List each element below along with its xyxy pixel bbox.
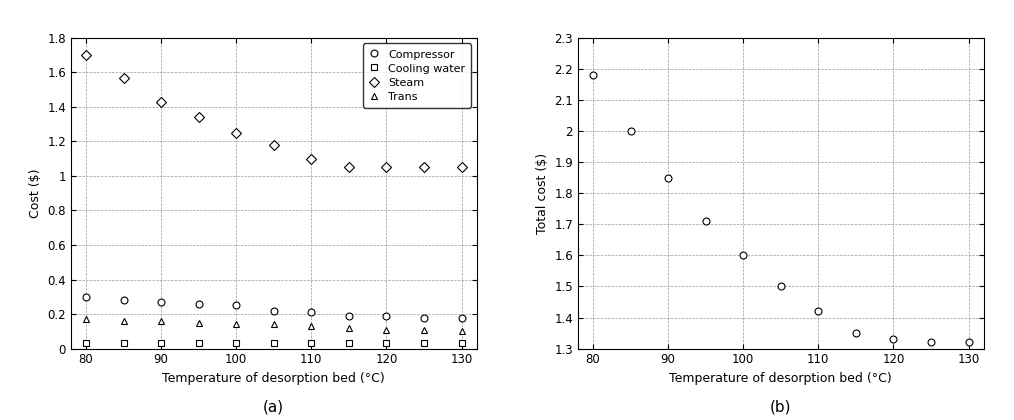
Legend: Compressor, Cooling water, Steam, Trans: Compressor, Cooling water, Steam, Trans xyxy=(363,43,472,108)
Text: (b): (b) xyxy=(770,399,792,415)
X-axis label: Temperature of desorption bed (°C): Temperature of desorption bed (°C) xyxy=(669,372,892,385)
X-axis label: Temperature of desorption bed (°C): Temperature of desorption bed (°C) xyxy=(162,372,385,385)
Y-axis label: Cost ($): Cost ($) xyxy=(28,168,42,218)
Text: (a): (a) xyxy=(264,399,284,415)
Y-axis label: Total cost ($): Total cost ($) xyxy=(535,152,549,234)
